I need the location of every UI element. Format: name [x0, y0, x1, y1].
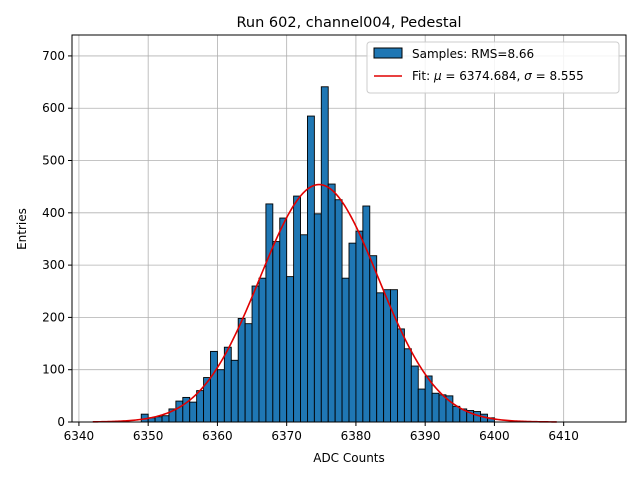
- histogram-bar: [307, 115, 315, 423]
- histogram-bar: [230, 359, 239, 423]
- y-tick-label: 600: [42, 101, 65, 115]
- y-tick-label: 400: [42, 206, 65, 220]
- histogram-bar: [300, 234, 308, 423]
- histogram-bar: [258, 277, 267, 423]
- histogram-bars: [140, 86, 495, 423]
- legend-samples-label: Samples: RMS=8.66: [412, 47, 534, 61]
- histogram-bar: [223, 346, 232, 423]
- y-tick-label: 700: [42, 49, 65, 63]
- histogram-bar: [320, 86, 329, 423]
- histogram-bar: [452, 405, 461, 423]
- histogram-bar: [397, 328, 405, 423]
- x-tick-label: 6400: [479, 429, 510, 443]
- histogram-bar: [410, 365, 419, 423]
- histogram-bar: [196, 390, 205, 423]
- histogram-bar: [403, 348, 412, 423]
- histogram-bar: [175, 400, 184, 423]
- histogram-bar: [161, 415, 170, 423]
- x-tick-label: 6380: [341, 429, 372, 443]
- histogram-bar: [355, 230, 364, 423]
- histogram-bar: [369, 255, 378, 423]
- plot-frame: [71, 34, 627, 423]
- histogram-bar: [293, 195, 301, 423]
- histogram-bar: [327, 183, 336, 423]
- y-tick-label: 100: [42, 363, 65, 377]
- histogram-bar: [376, 292, 385, 423]
- chart-title: Run 602, channel004, Pedestal: [236, 15, 461, 31]
- x-axis-label: ADC Counts: [313, 451, 385, 465]
- legend: Samples: RMS=8.66 Fit: μ = 6374.684, σ =…: [366, 41, 620, 94]
- x-tick-label: 6370: [271, 429, 302, 443]
- y-tick-label: 200: [42, 310, 65, 324]
- histogram-bar: [438, 394, 447, 423]
- fit-curve: [92, 183, 557, 423]
- histogram-bar: [189, 401, 198, 423]
- histogram-bar: [237, 318, 246, 423]
- x-tick-label: 6350: [133, 429, 164, 443]
- y-axis-ticks: 0 100 200 300 400 500 600 700: [42, 49, 72, 429]
- histogram-bar: [341, 277, 350, 423]
- histogram-bar: [383, 289, 391, 423]
- histogram-bar: [348, 242, 357, 423]
- histogram-bar: [286, 276, 295, 423]
- histogram-bar: [473, 411, 482, 423]
- histogram-bar: [417, 388, 426, 423]
- histogram-bar: [279, 217, 288, 423]
- x-axis-ticks: 6340 6350 6360 6370 6380 6390 6400 6410: [64, 422, 579, 443]
- x-tick-label: 6360: [202, 429, 233, 443]
- x-tick-label: 6340: [64, 429, 95, 443]
- histogram-bar: [210, 350, 218, 423]
- histogram-bar: [154, 416, 163, 423]
- histogram-bar: [362, 205, 371, 423]
- y-tick-label: 0: [57, 415, 65, 429]
- histogram-bar: [431, 392, 440, 423]
- histogram-bar: [313, 213, 322, 423]
- legend-box: [366, 41, 620, 94]
- y-axis-label: Entries: [15, 208, 29, 250]
- histogram-bar: [272, 241, 281, 423]
- legend-samples-swatch: [373, 47, 403, 59]
- histogram-bar: [251, 285, 260, 423]
- histogram-bar: [334, 199, 343, 423]
- legend-fit-label: Fit: μ = 6374.684, σ = 8.555: [412, 69, 584, 83]
- y-tick-label: 500: [42, 154, 65, 168]
- histogram-bar: [244, 323, 253, 423]
- histogram-bar: [265, 203, 274, 423]
- x-tick-label: 6410: [548, 429, 579, 443]
- x-tick-label: 6390: [410, 429, 441, 443]
- y-tick-label: 300: [42, 258, 65, 272]
- histogram-bar: [216, 369, 225, 423]
